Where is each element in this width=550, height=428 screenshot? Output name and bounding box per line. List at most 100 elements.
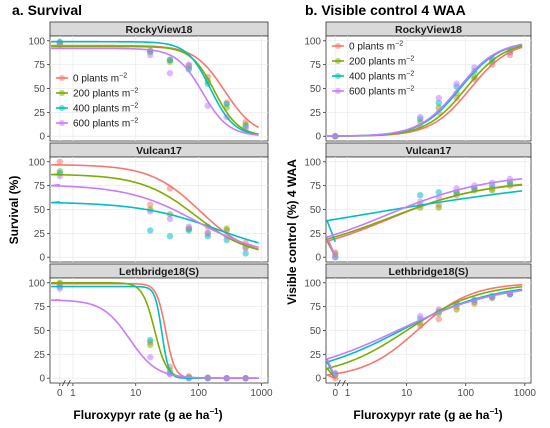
point-b-vulcan17-s3-0 (332, 254, 339, 261)
x-axis-title-left-close: ) (219, 408, 223, 422)
y-tick-label-a-vulcan17-4: 100 (28, 157, 45, 168)
legend-label-b-rockyview18-3: 600 plants m−2 (349, 86, 414, 98)
point-a-vulcan17-s0-1 (147, 201, 154, 208)
y-tick-label-b-rockyview18-2: 50 (310, 84, 322, 95)
strip-label-a-rockyview18: RockyView18 (126, 24, 193, 36)
curve-b-rockyview18-s3 (327, 43, 523, 138)
y-tick-label-a-rockyview18-2: 50 (34, 84, 46, 95)
point-a-vulcan17-s1-5 (223, 225, 230, 232)
x-tick-label-a-lethbridge18-s-3: 100 (190, 388, 207, 399)
point-a-rockyview18-s3-3 (185, 61, 193, 68)
legend-label-exp-b-rockyview18-0: −2 (395, 41, 403, 48)
y-tick-label-a-rockyview18-4: 100 (28, 36, 45, 47)
legend-dot-a-rockyview18-3 (59, 120, 65, 126)
legend-dot-b-rockyview18-0 (335, 43, 341, 49)
axis-break-b-lethbridge18-s-a (337, 379, 341, 387)
legend-label-exp-a-rockyview18-1: −2 (130, 88, 138, 95)
curve-b-lethbridge18-s-s0 (326, 283, 523, 379)
y-axis-title-control: Visible control (%) 4 WAA (285, 159, 299, 305)
legend-label-a-rockyview18-3: 600 plants m−2 (73, 118, 138, 130)
x-tick-label-a-lethbridge18-s-0: 0 (57, 388, 63, 399)
x-tick-label-a-lethbridge18-s-2: 10 (130, 388, 142, 399)
point-b-rockyview18-s2-2 (435, 99, 442, 107)
y-tick-label-b-vulcan17-0: 0 (315, 253, 321, 264)
legend-label-a-rockyview18-2: 400 plants m−2 (73, 103, 138, 115)
point-a-vulcan17-s2-2 (166, 233, 174, 240)
point-a-vulcan17-s2-6 (242, 250, 249, 257)
y-tick-label-b-rockyview18-0: 0 (315, 132, 321, 143)
x-axis-title-left-main: Fluroxypyr rate (g ae ha (73, 408, 209, 422)
plot-area-b-rockyview18 (327, 43, 523, 140)
point-a-rockyview18-s2-2 (166, 56, 174, 64)
axis-break-b-lethbridge18-s-b (342, 379, 346, 387)
legend-label-text-b-rockyview18-3: 600 plants m (349, 87, 406, 98)
x-tick-label-b-lethbridge18-s-0: 0 (332, 388, 338, 399)
y-tick-label-b-lethbridge18-s-2: 50 (310, 326, 322, 337)
panel-a-title: a. Survival (12, 2, 82, 18)
strip-label-b-vulcan17: Vulcan17 (406, 145, 452, 157)
x-tick-label-b-lethbridge18-s-4: 1000 (514, 388, 537, 399)
y-tick-label-a-lethbridge18-s-0: 0 (39, 374, 45, 385)
point-a-vulcan17-s0-0 (56, 158, 64, 165)
x-axis-title-right-main: Fluroxypyr rate (g ae ha (353, 408, 489, 422)
curve-a-vulcan17-s3 (50, 183, 259, 249)
x-tick-label-a-lethbridge18-s-4: 1000 (250, 388, 273, 399)
point-b-vulcan17-s1-2 (435, 204, 442, 211)
legend-label-exp-b-rockyview18-1: −2 (406, 56, 414, 63)
y-tick-label-a-rockyview18-0: 0 (39, 132, 45, 143)
curve-a-lethbridge18-s-s3 (51, 299, 259, 380)
curve-b-vulcan17-s2 (326, 190, 523, 243)
point-a-lethbridge18-s-s1-1 (147, 341, 154, 349)
y-tick-label-a-vulcan17-1: 25 (34, 229, 46, 240)
legend-label-text-a-rockyview18-0: 0 plants m (73, 74, 119, 85)
y-tick-label-a-vulcan17-0: 0 (39, 253, 45, 264)
legend-dot-b-rockyview18-1 (335, 58, 341, 64)
point-b-rockyview18-s3-2 (435, 94, 442, 102)
plot-area-b-vulcan17 (326, 175, 523, 261)
x-axis-title-right-exp: −1 (489, 407, 499, 416)
y-tick-label-b-rockyview18-4: 100 (304, 36, 321, 47)
y-tick-label-a-lethbridge18-s-4: 100 (28, 278, 45, 289)
y-tick-label-b-rockyview18-3: 75 (310, 60, 322, 71)
point-b-rockyview18-s3-1 (417, 113, 424, 121)
y-tick-label-b-vulcan17-1: 25 (310, 229, 322, 240)
point-a-vulcan17-s2-1 (147, 227, 154, 234)
point-a-rockyview18-s3-1 (147, 51, 154, 59)
point-b-vulcan17-s2-1 (417, 191, 424, 199)
plot-area-b-lethbridge18-s (326, 283, 523, 382)
x-tick-label-b-lethbridge18-s-2: 10 (401, 388, 413, 399)
legend-label-b-rockyview18-1: 200 plants m−2 (349, 56, 414, 68)
point-b-lethbridge18-s-s0-2 (435, 315, 442, 323)
legend-dot-a-rockyview18-0 (59, 75, 65, 81)
x-tick-label-b-lethbridge18-s-3: 100 (457, 388, 474, 399)
plot-area-a-rockyview18 (51, 38, 259, 136)
x-axis-title-right-close: ) (499, 408, 503, 422)
legend-label-b-rockyview18-0: 0 plants m−2 (349, 41, 403, 53)
panel-b-title: b. Visible control 4 WAA (305, 2, 466, 18)
legend-label-text-a-rockyview18-3: 600 plants m (73, 119, 130, 130)
y-tick-label-a-lethbridge18-s-3: 75 (34, 302, 46, 313)
point-a-vulcan17-s3-3 (185, 223, 193, 230)
legend-label-exp-b-rockyview18-2: −2 (406, 71, 414, 78)
plot-area-a-vulcan17 (50, 158, 259, 257)
legend-label-exp-b-rockyview18-3: −2 (406, 86, 414, 93)
legend-dot-b-rockyview18-3 (335, 88, 341, 94)
y-tick-label-a-lethbridge18-s-1: 25 (34, 350, 46, 361)
curve-a-vulcan17-s2 (51, 201, 259, 244)
curve-b-lethbridge18-s-s3 (326, 289, 523, 378)
legend-label-a-rockyview18-0: 0 plants m−2 (73, 73, 127, 85)
strip-label-a-lethbridge18-s: Lethbridge18(S) (119, 266, 199, 278)
curve-a-rockyview18-s1 (51, 45, 259, 135)
point-a-vulcan17-s3-4 (204, 229, 211, 236)
legend-label-text-a-rockyview18-2: 400 plants m (73, 104, 130, 115)
y-tick-label-b-vulcan17-3: 75 (310, 181, 322, 192)
y-tick-label-b-vulcan17-4: 100 (304, 157, 321, 168)
y-tick-label-a-rockyview18-3: 75 (34, 60, 46, 71)
y-tick-label-b-lethbridge18-s-0: 0 (315, 374, 321, 385)
legend-dot-a-rockyview18-2 (59, 105, 65, 111)
point-a-rockyview18-s3-2 (166, 70, 174, 77)
